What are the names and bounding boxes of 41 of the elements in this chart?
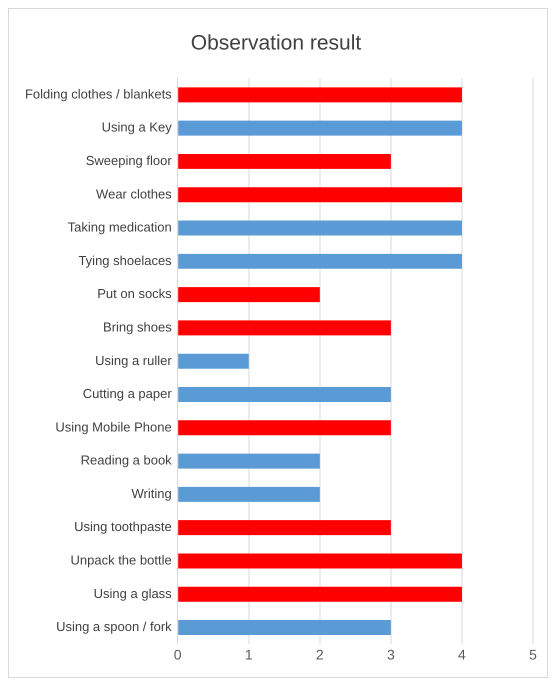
bar — [178, 354, 249, 369]
y-tick-label: Writing — [131, 486, 172, 501]
y-tick-label: Wear clothes — [96, 186, 172, 202]
bar — [178, 520, 391, 536]
y-tick-label: Using toothpaste — [74, 519, 172, 534]
y-tick-label: Folding clothes / blankets — [24, 86, 172, 102]
chart-title: Observation result — [190, 31, 362, 54]
y-tick-label: Put on socks — [97, 286, 172, 302]
bar — [178, 120, 462, 136]
x-tick-label: 5 — [529, 646, 538, 662]
bar — [178, 87, 462, 102]
bar — [178, 154, 391, 169]
y-tick-label: Bring shoes — [103, 319, 172, 334]
bar — [178, 586, 462, 602]
x-tick-label: 3 — [386, 646, 395, 662]
y-tick-label: Sweeping floor — [86, 153, 172, 168]
y-tick-label: Using a glass — [94, 586, 172, 601]
bar — [178, 620, 391, 636]
x-tick-label: 2 — [316, 646, 324, 662]
bar — [178, 254, 462, 269]
y-tick-label: Taking medication — [68, 220, 172, 235]
y-tick-label: Using Mobile Phone — [55, 419, 172, 434]
bar — [178, 220, 462, 236]
x-tick-label: 1 — [244, 646, 253, 662]
bar — [178, 454, 320, 469]
bar — [178, 420, 391, 436]
y-tick-label: Tying shoelaces — [78, 252, 172, 268]
bar — [178, 553, 462, 568]
bar — [178, 320, 391, 336]
x-tick-label: 0 — [174, 646, 182, 662]
bar — [178, 387, 391, 402]
y-tick-label: Using a Key — [102, 120, 172, 135]
y-tick-label: Reading a book — [80, 452, 172, 468]
x-tick-label: 4 — [458, 646, 466, 662]
bar — [178, 287, 320, 302]
y-tick-label: Using a ruller — [95, 352, 172, 368]
bar — [178, 187, 462, 202]
y-tick-label: Cutting a paper — [82, 386, 172, 402]
y-tick-label: Unpack the bottle — [70, 552, 172, 568]
y-tick-label: Using a spoon / fork — [56, 619, 172, 634]
bar — [178, 486, 320, 502]
